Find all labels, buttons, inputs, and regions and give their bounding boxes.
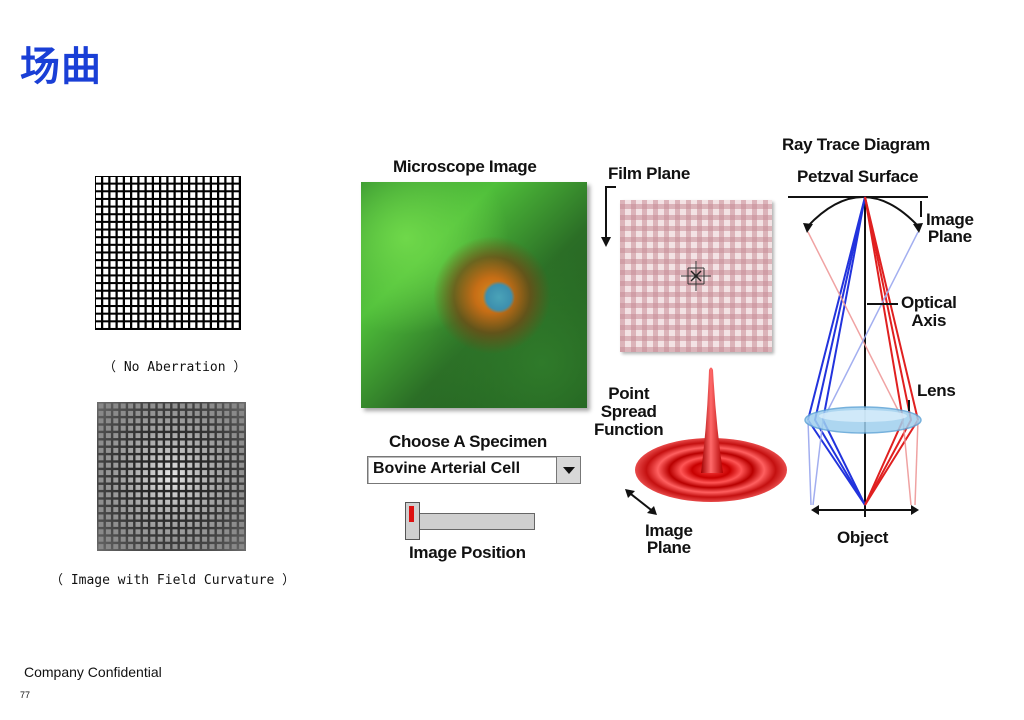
footer-text: Company Confidential xyxy=(24,664,162,680)
page-number: 77 xyxy=(20,690,31,700)
image-position-slider-track[interactable] xyxy=(419,513,535,530)
object-label: Object xyxy=(837,528,889,547)
microscope-image xyxy=(361,182,587,408)
image-position-slider-thumb[interactable] xyxy=(405,502,420,540)
image-plane-top-label: Image Plane xyxy=(926,210,974,246)
film-plane-arrow-icon xyxy=(601,186,616,247)
field-curvature-grid xyxy=(97,402,246,551)
slider-marker xyxy=(409,506,414,522)
chevron-down-icon[interactable] xyxy=(556,457,580,483)
film-plane-label: Film Plane xyxy=(608,164,691,183)
field-curvature-caption: （ Image with Field Curvature ） xyxy=(50,573,296,588)
specimen-selected-value: Bovine Arterial Cell xyxy=(373,460,521,477)
petzval-surface-label: Petzval Surface xyxy=(797,167,919,186)
film-plane-image xyxy=(620,200,772,352)
ray-trace-label: Ray Trace Diagram xyxy=(782,135,930,154)
point-spread-function-image xyxy=(635,367,787,502)
choose-specimen-label: Choose A Specimen xyxy=(389,432,548,451)
no-aberration-caption: （ No Aberration ） xyxy=(103,360,247,375)
field-curvature-applet: Microscope Image Film Plane Ray Trace Di… xyxy=(347,127,997,575)
slide-title: 场曲 xyxy=(20,44,102,90)
image-plane-arrow-icon xyxy=(625,489,657,515)
image-position-label: Image Position xyxy=(409,543,526,562)
specimen-select[interactable]: Bovine Arterial Cell xyxy=(367,456,581,484)
image-plane-bottom-label: Image Plane xyxy=(645,521,693,557)
microscope-image-label: Microscope Image xyxy=(393,157,537,176)
psf-label: Point Spread Function xyxy=(594,384,664,439)
ray-trace-diagram xyxy=(788,196,928,517)
no-aberration-grid xyxy=(95,176,241,330)
optical-axis-label: Optical Axis xyxy=(901,293,957,330)
lens-label: Lens xyxy=(917,381,956,400)
